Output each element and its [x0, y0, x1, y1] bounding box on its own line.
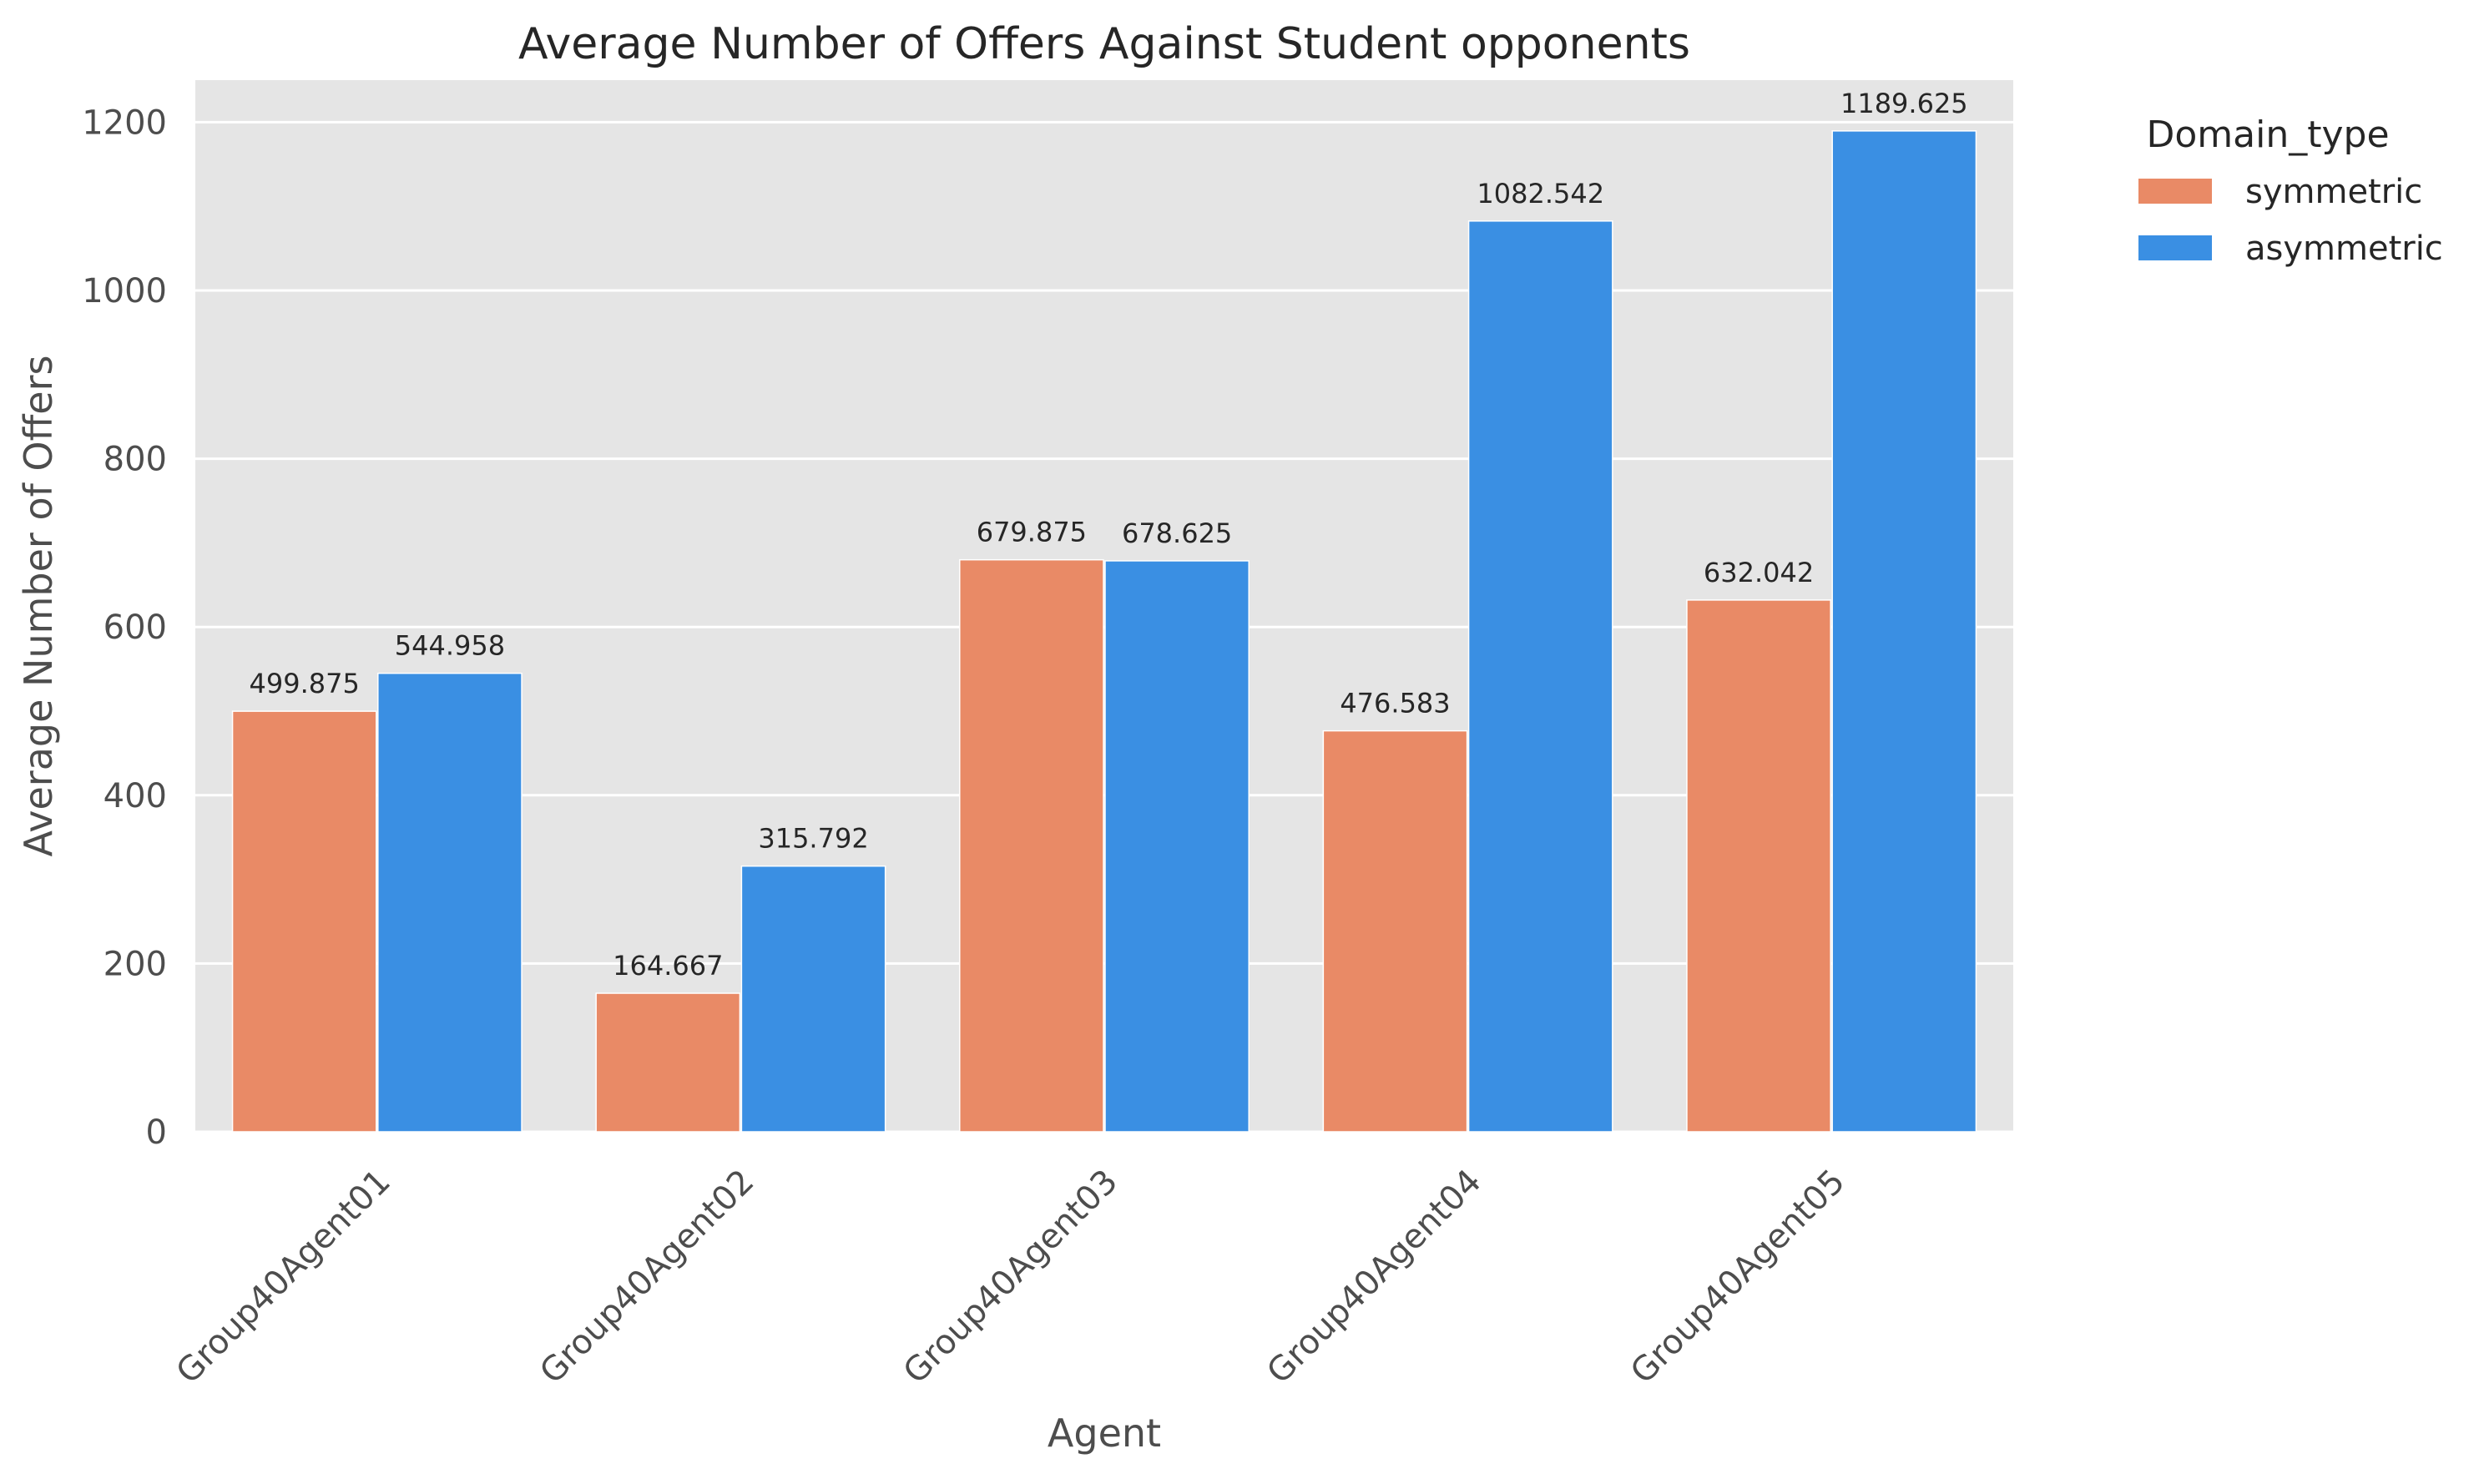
bar-value-label: 1082.542 — [1477, 178, 1604, 209]
x-axis-title: Agent — [1048, 1411, 1161, 1456]
bar-asymmetric-Group40Agent01 — [377, 672, 523, 1133]
x-tick-label: Group40Agent01 — [169, 1163, 398, 1391]
x-tick-label: Group40Agent02 — [533, 1163, 761, 1391]
y-tick-label: 1000 — [82, 272, 167, 310]
x-tick-label: Group40Agent03 — [896, 1163, 1125, 1391]
bars — [231, 130, 1977, 1133]
bar-value-label: 164.667 — [613, 950, 723, 982]
legend-swatch-asymmetric — [2138, 235, 2212, 260]
bar-symmetric-Group40Agent01 — [231, 710, 377, 1133]
y-tick-label: 1200 — [82, 103, 167, 142]
legend-label-asymmetric: asymmetric — [2245, 230, 2443, 268]
bar-value-label: 632.042 — [1704, 557, 1814, 588]
bar-value-label: 1189.625 — [1840, 88, 1968, 119]
bar-value-label: 679.875 — [977, 517, 1087, 548]
bar-symmetric-Group40Agent03 — [959, 558, 1104, 1133]
bar-value-label: 499.875 — [250, 668, 360, 699]
legend-label-symmetric: symmetric — [2245, 173, 2422, 211]
bar-symmetric-Group40Agent05 — [1686, 599, 1831, 1133]
bar-value-labels: 499.875 164.667 679.875 476.583 632.042 544.9… — [250, 88, 1968, 982]
bar-asymmetric-Group40Agent04 — [1467, 220, 1613, 1133]
x-tick-label: Group40Agent04 — [1260, 1163, 1488, 1391]
bar-symmetric-Group40Agent04 — [1322, 729, 1468, 1133]
y-tick-label: 0 — [146, 1113, 167, 1152]
y-tick-label: 800 — [104, 441, 167, 479]
legend-title: Domain_type — [2146, 114, 2389, 156]
bar-asymmetric-Group40Agent02 — [740, 865, 886, 1133]
legend: Domain_type symmetric asymmetric — [2138, 114, 2443, 268]
bar-value-label: 315.792 — [758, 823, 868, 855]
y-tick-label: 200 — [104, 945, 167, 983]
bar-asymmetric-Group40Agent03 — [1104, 560, 1250, 1133]
bar-value-label: 544.958 — [395, 630, 505, 662]
bar-value-label: 678.625 — [1122, 517, 1232, 549]
x-tick-label: Group40Agent05 — [1623, 1163, 1852, 1391]
y-axis-title: Average Number of Offers — [16, 356, 61, 857]
bar-value-label: 476.583 — [1340, 688, 1450, 719]
bar-symmetric-Group40Agent02 — [595, 992, 741, 1133]
bar-asymmetric-Group40Agent05 — [1831, 130, 1977, 1133]
y-axis-ticks: 0 200 400 600 800 1000 1200 — [82, 103, 167, 1152]
legend-swatch-symmetric — [2138, 179, 2212, 204]
y-tick-label: 600 — [104, 608, 167, 647]
y-tick-label: 400 — [104, 777, 167, 815]
x-axis-ticks: Group40Agent01 Group40Agent02 Group40Agent… — [169, 1163, 1853, 1391]
chart-title: Average Number of Offers Against Student… — [518, 19, 1690, 69]
